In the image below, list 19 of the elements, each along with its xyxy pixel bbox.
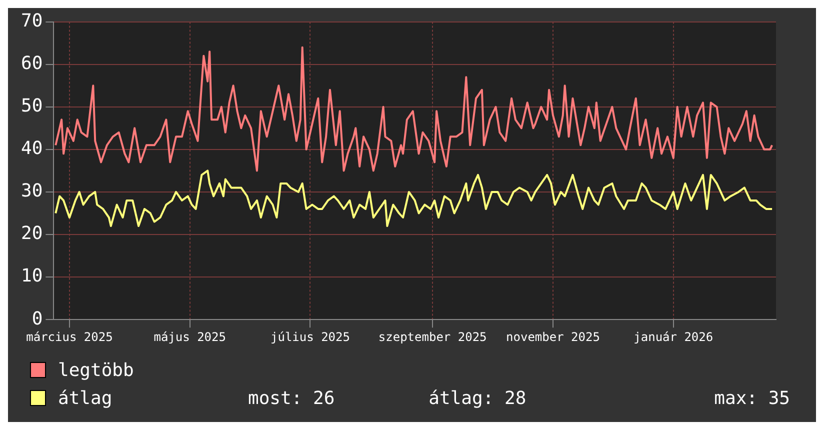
y-tick-label: 40 [20, 138, 43, 160]
x-tick-label: március 2025 [26, 330, 113, 344]
y-tick-label: 60 [20, 53, 43, 74]
text: most: 26 [248, 388, 336, 408]
x-tick-label: július 2025 [270, 330, 350, 344]
text: max: 35 [713, 388, 792, 408]
legend-label: átlag [58, 388, 114, 408]
text: átlag: 28 [428, 388, 528, 408]
x-tick-label: május 2025 [154, 330, 226, 344]
y-tick-label: 10 [20, 266, 43, 287]
y-tick-label: 30 [20, 180, 43, 202]
y-tick-label: 20 [20, 223, 43, 244]
y-tick-label: 70 [20, 10, 43, 32]
legend-label: legtöbb [58, 360, 135, 380]
y-tick-label: 0 [32, 308, 43, 330]
x-tick-label: november 2025 [506, 330, 600, 344]
y-tick-label: 50 [20, 96, 43, 117]
x-tick-label: január 2026 [634, 330, 714, 344]
x-tick-label: szeptember 2025 [378, 330, 487, 344]
